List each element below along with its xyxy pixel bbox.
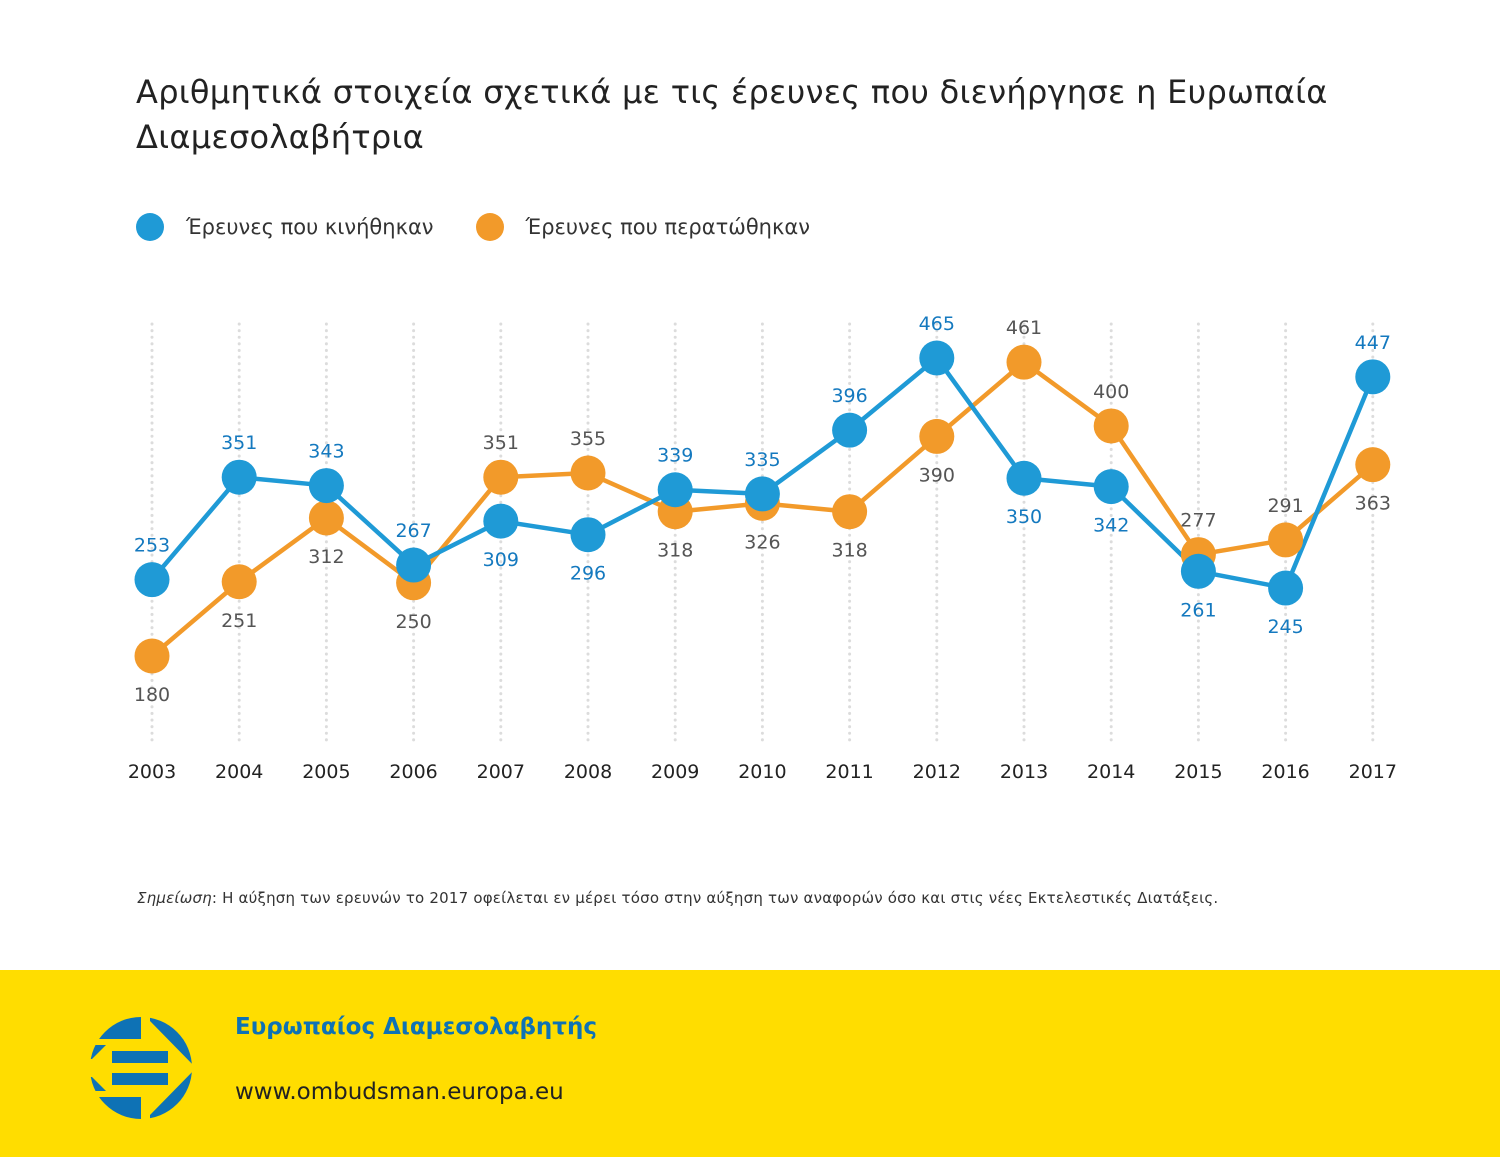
organization-name: Ευρωπαίος Διαμεσολαβητής [235,1014,597,1040]
x-axis-ticks: 2003 2004 2005 2006 2007 2008 2009 2010 2011 2012… [128,761,1397,783]
data-point-opened-2007 [483,503,519,539]
footnote: Σημείωση: Η αύξηση των ερευνών το 2017 ο… [137,889,1218,907]
data-point-opened-2013 [1006,460,1042,496]
data-point-opened-2012 [919,340,955,376]
legend-item-opened: Έρευνες που κινήθηκαν [136,213,434,241]
data-point-closed-2003 [134,638,170,674]
legend-label-opened: Έρευνες που κινήθηκαν [186,215,434,239]
organization-url[interactable]: www.ombudsman.europa.eu [235,1079,564,1105]
data-point-opened-2008 [570,517,606,553]
data-label-opened-2009: 339 [657,445,693,467]
data-label-opened-2005: 343 [308,441,344,463]
data-point-opened-2015 [1180,553,1216,589]
x-tick-label-2010: 2010 [738,761,786,783]
x-tick-label-2009: 2009 [651,761,699,783]
legend: Έρευνες που κινήθηκαν Έρευνες που περατώ… [136,213,852,241]
legend-swatch-closed [475,213,504,241]
data-label-opened-2007: 309 [483,549,519,571]
x-tick-label-2008: 2008 [564,761,612,783]
data-label-opened-2016: 245 [1267,616,1303,638]
chart-title: Αριθμητικά στοιχεία σχετικά με τις έρευν… [136,73,1328,156]
x-tick-label-2014: 2014 [1087,761,1135,783]
data-point-closed-2005 [308,500,344,536]
data-label-closed-2008: 355 [570,428,606,450]
x-tick-label-2013: 2013 [1000,761,1048,783]
data-label-closed-2010: 326 [744,531,780,553]
data-label-closed-2009: 318 [657,540,693,562]
data-point-opened-2011 [832,412,868,448]
data-point-opened-2014 [1093,469,1129,505]
data-label-closed-2013: 461 [1006,317,1042,339]
data-label-closed-2011: 318 [831,540,867,562]
data-label-opened-2013: 350 [1006,506,1042,528]
data-points [134,340,1391,674]
data-point-opened-2005 [308,468,344,504]
data-labels: 253 351 343 267 309 296 339 335 396 465 350 342 261 2… [134,313,1391,706]
data-label-opened-2006: 267 [395,520,431,542]
legend-label-closed: Έρευνες που περατώθηκαν [525,215,810,239]
data-label-closed-2014: 400 [1093,381,1129,403]
data-point-opened-2006 [396,547,432,583]
data-point-closed-2011 [832,494,868,530]
x-tick-label-2004: 2004 [215,761,263,783]
footnote-label: Σημείωση [137,889,212,907]
data-label-closed-2012: 390 [919,464,955,486]
x-tick-label-2017: 2017 [1349,761,1397,783]
data-point-opened-2004 [221,459,257,495]
x-tick-label-2016: 2016 [1261,761,1309,783]
footnote-text: : Η αύξηση των ερευνών το 2017 οφείλεται… [211,889,1219,907]
data-label-opened-2012: 465 [919,313,955,335]
legend-item-closed: Έρευνες που περατώθηκαν [475,213,810,241]
data-point-closed-2014 [1093,408,1129,444]
data-point-opened-2017 [1355,359,1391,395]
x-tick-label-2003: 2003 [128,761,176,783]
data-label-opened-2008: 296 [570,563,606,585]
data-label-opened-2014: 342 [1093,515,1129,537]
data-point-opened-2009 [657,472,693,508]
data-point-closed-2008 [570,455,606,491]
data-point-opened-2003 [134,562,170,598]
data-label-closed-2005: 312 [308,546,344,568]
data-point-closed-2004 [221,564,257,600]
x-tick-label-2011: 2011 [825,761,873,783]
data-label-closed-2015: 277 [1180,510,1216,532]
data-label-opened-2010: 335 [744,449,780,471]
data-point-closed-2012 [919,418,955,454]
data-point-closed-2017 [1355,447,1391,483]
x-tick-label-2012: 2012 [913,761,961,783]
x-tick-label-2006: 2006 [389,761,437,783]
ombudsman-logo-icon [90,1017,192,1119]
x-tick-label-2005: 2005 [302,761,350,783]
data-point-opened-2010 [744,476,780,512]
data-label-closed-2003: 180 [134,684,170,706]
data-point-opened-2016 [1268,570,1304,606]
data-label-opened-2017: 447 [1355,332,1391,354]
data-label-opened-2003: 253 [134,535,170,557]
data-point-closed-2007 [483,459,519,495]
data-label-closed-2004: 251 [221,610,257,632]
data-point-closed-2013 [1006,344,1042,380]
data-label-closed-2007: 351 [483,432,519,454]
x-tick-label-2015: 2015 [1174,761,1222,783]
footer-banner [0,970,1500,1157]
data-label-closed-2017: 363 [1355,493,1391,515]
data-label-opened-2004: 351 [221,432,257,454]
data-label-opened-2015: 261 [1180,599,1216,621]
data-label-closed-2016: 291 [1267,495,1303,517]
data-label-opened-2011: 396 [831,385,867,407]
legend-swatch-opened [136,213,164,241]
x-tick-label-2007: 2007 [477,761,525,783]
line-chart: 253 351 343 267 309 296 339 335 396 465 350 342 261 2… [128,313,1397,783]
data-point-closed-2016 [1268,522,1304,558]
data-label-closed-2006: 250 [395,611,431,633]
